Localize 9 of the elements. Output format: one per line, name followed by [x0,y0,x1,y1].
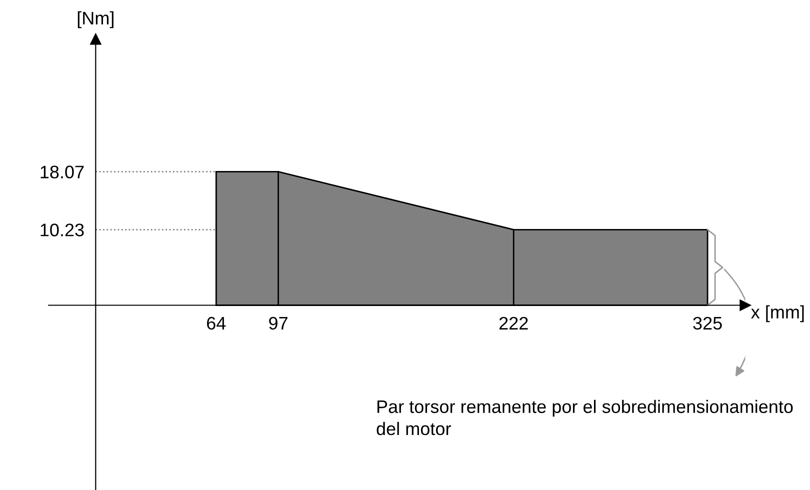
x-tick-label: 97 [269,316,288,330]
y-tick-label: 10.23 [40,224,84,236]
y-axis-title: [Nm] [78,11,114,28]
x-axis-title: x [mm] [751,305,804,322]
y-tick-label: 18.07 [40,166,84,178]
annotation: Par torsor remanente por el sobredimensionamiento del motor [376,400,793,436]
x-tick-label: 325 [693,316,722,330]
x-tick-label: 222 [499,316,528,330]
x-tick-label: 64 [207,316,226,330]
